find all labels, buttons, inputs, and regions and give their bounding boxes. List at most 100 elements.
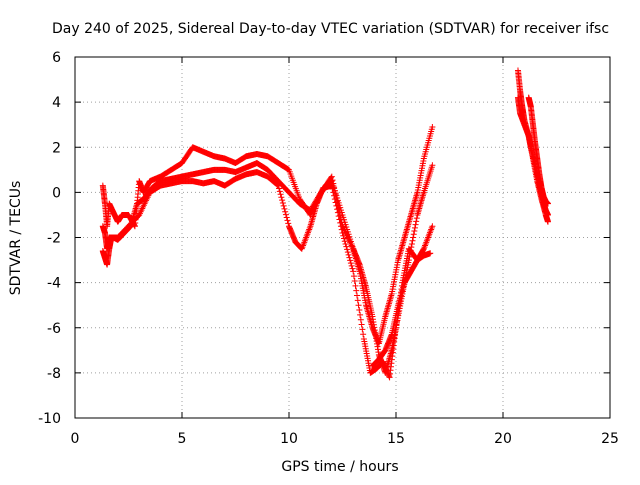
data-point [410,231,417,238]
y-tick-label: 4 [52,95,61,111]
data-point [357,311,364,318]
series-6 [525,94,551,207]
x-axis-label: GPS time / hours [281,459,398,475]
y-tick-label: -6 [47,321,61,337]
data-point [279,197,286,204]
plot-frame [74,56,611,419]
data-point [544,211,551,218]
data-point [427,250,434,257]
data-point [356,307,363,314]
data-point [330,189,337,196]
data-point [334,209,341,216]
data-point [544,218,551,225]
data-point [354,297,361,304]
data-point [276,188,283,195]
data-point [277,191,284,198]
data-point [281,205,288,212]
x-tick-label: 5 [178,431,187,447]
data-point [274,181,281,188]
y-tick-label: -2 [47,231,61,247]
data-point [345,251,352,258]
data-point [342,240,349,247]
data-point [278,194,285,201]
data-point [348,262,355,269]
y-tick-label: -8 [47,366,61,382]
data-point [335,213,342,220]
data-point [280,202,287,209]
data-point [355,302,362,309]
data-point [329,185,336,192]
data-point [412,221,419,228]
data-point [337,219,344,226]
data-point [409,237,416,244]
data-point [334,206,341,213]
data-point [413,215,420,222]
y-tick-label: 0 [52,185,61,201]
data-point [354,292,361,299]
series-0 [99,123,436,347]
data-point [352,282,359,289]
data-point [276,185,283,192]
y-axis-label: SDTVAR / TECUs [8,181,24,296]
data-point [284,217,291,224]
data-point [411,228,418,235]
data-point [341,235,348,242]
data-point [410,234,417,241]
data-point [341,238,348,245]
data-point [285,220,292,227]
data-point [544,200,551,207]
data-point [429,223,436,230]
data-point [337,223,344,230]
series-3 [369,250,434,370]
x-tick-label: 20 [494,431,512,447]
x-tick-label: 10 [280,431,298,447]
data-point [282,208,289,215]
data-point [359,326,366,333]
data-point [338,226,345,233]
data-point [328,182,335,189]
data-point [339,229,346,236]
data-point [429,123,436,130]
data-point [275,182,282,189]
grid [75,57,610,418]
x-tick-labels: 0 5 10 15 20 25 [71,431,619,447]
data-point [411,224,418,231]
data-point [349,265,356,272]
data-point [332,199,339,206]
y-tick-label: -4 [47,276,61,292]
y-tick-label: -10 [38,411,61,427]
series-2 [99,169,436,381]
data-point [353,287,360,294]
x-tick-label: 15 [387,431,405,447]
data-point [283,214,290,221]
data-point [340,232,347,239]
data-point [347,257,354,264]
data-point [360,331,367,338]
data-point [346,254,353,261]
chart-title: Day 240 of 2025, Sidereal Day-to-day VTE… [52,21,609,37]
data-point [413,218,420,225]
data-point [347,260,354,267]
data-point [343,243,350,250]
data-point [429,162,436,169]
data-point [331,196,338,203]
y-tick-label: 6 [52,50,61,66]
data-point [344,249,351,256]
data-marks [99,67,551,381]
data-point [350,273,357,280]
data-point [351,278,358,285]
x-tick-label: 25 [601,431,619,447]
data-point [350,268,357,275]
data-point [333,202,340,209]
data-point [344,246,351,253]
data-point [279,200,286,207]
data-point [331,192,338,199]
data-point [336,216,343,223]
y-tick-label: 2 [52,140,61,156]
data-point [358,321,365,328]
data-point [357,316,364,323]
y-tick-labels: -10 -8 -6 -4 -2 0 2 4 6 [38,50,61,427]
x-tick-label: 0 [71,431,80,447]
